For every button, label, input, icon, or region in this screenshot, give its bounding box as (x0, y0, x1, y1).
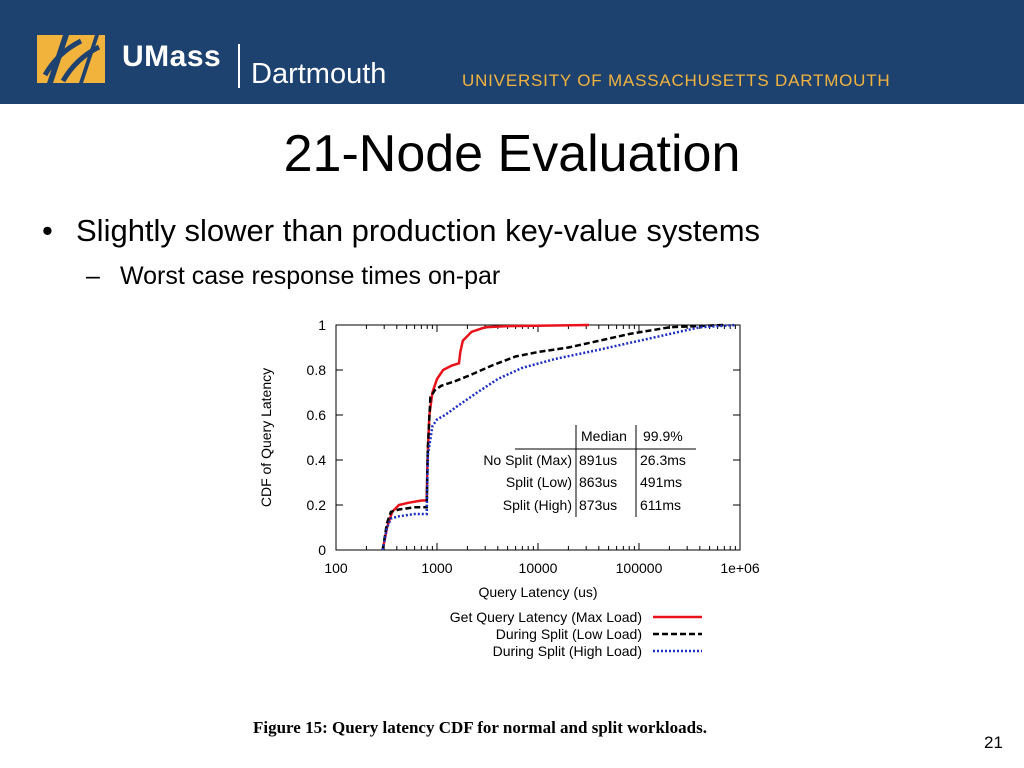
x-tick-label: 10000 (519, 560, 558, 576)
sub-bullet-dash-icon: – (86, 262, 100, 290)
latency-cdf-chart: 100 1000 10000 100000 1e+06 0 0.2 0.4 0.6 0.8 1 Que… (240, 305, 780, 680)
series-line-2 (381, 323, 725, 551)
table-row-label: No Split (Max) (483, 452, 572, 468)
slide-title: 21-Node Evaluation (283, 125, 741, 183)
table-cell: 873us (579, 497, 617, 513)
brand-name: UMass (122, 40, 222, 73)
y-axis-label: CDF of Query Latency (258, 368, 274, 507)
chart-svg: 100 1000 10000 100000 1e+06 0 0.2 0.4 0.6 0.8 1 Que… (258, 317, 760, 659)
table-cell: 26.3ms (640, 452, 686, 468)
series-line-1 (381, 323, 590, 551)
table-cell: 491ms (640, 474, 682, 490)
x-tick-label: 100 (324, 560, 348, 576)
x-axis-label: Query Latency (us) (478, 584, 597, 600)
legend-label: Get Query Latency (Max Load) (450, 609, 642, 625)
legend-label: During Split (Low Load) (496, 626, 642, 642)
table-header: 99.9% (643, 428, 683, 444)
umass-logo-icon (37, 31, 105, 87)
table-header: Median (581, 428, 627, 444)
y-tick-label: 0.4 (307, 452, 327, 468)
table-cell: 611ms (640, 497, 681, 513)
x-tick-label: 1e+06 (720, 560, 760, 576)
page-number: 21 (984, 733, 1003, 752)
y-tick-label: 0.6 (307, 407, 327, 423)
x-tick-label: 1000 (421, 560, 452, 576)
y-tick-label: 0.2 (307, 497, 327, 513)
y-tick-label: 0.8 (307, 362, 327, 378)
university-name: UNIVERSITY OF MASSACHUSETTS DARTMOUTH (462, 71, 891, 90)
table-row-label: Split (Low) (506, 474, 572, 490)
y-tick-label: 1 (318, 317, 326, 333)
bullet-dot-icon: • (42, 213, 53, 248)
sub-bullet-text: Worst case response times on-par (120, 262, 501, 290)
figure-caption: Figure 15: Query latency CDF for normal … (253, 718, 707, 737)
legend-label: During Split (High Load) (493, 643, 642, 659)
table-row-label: Split (High) (503, 497, 572, 513)
brand-divider (238, 44, 240, 88)
header-banner: UMass Dartmouth UNIVERSITY OF MASSACHUSE… (0, 0, 1024, 104)
table-cell: 863us (579, 474, 617, 490)
table-cell: 891us (579, 452, 617, 468)
campus-name: Dartmouth (251, 58, 387, 90)
bullet-text: Slightly slower than production key-valu… (76, 213, 761, 248)
x-tick-label: 100000 (616, 560, 663, 576)
y-tick-label: 0 (318, 542, 326, 558)
